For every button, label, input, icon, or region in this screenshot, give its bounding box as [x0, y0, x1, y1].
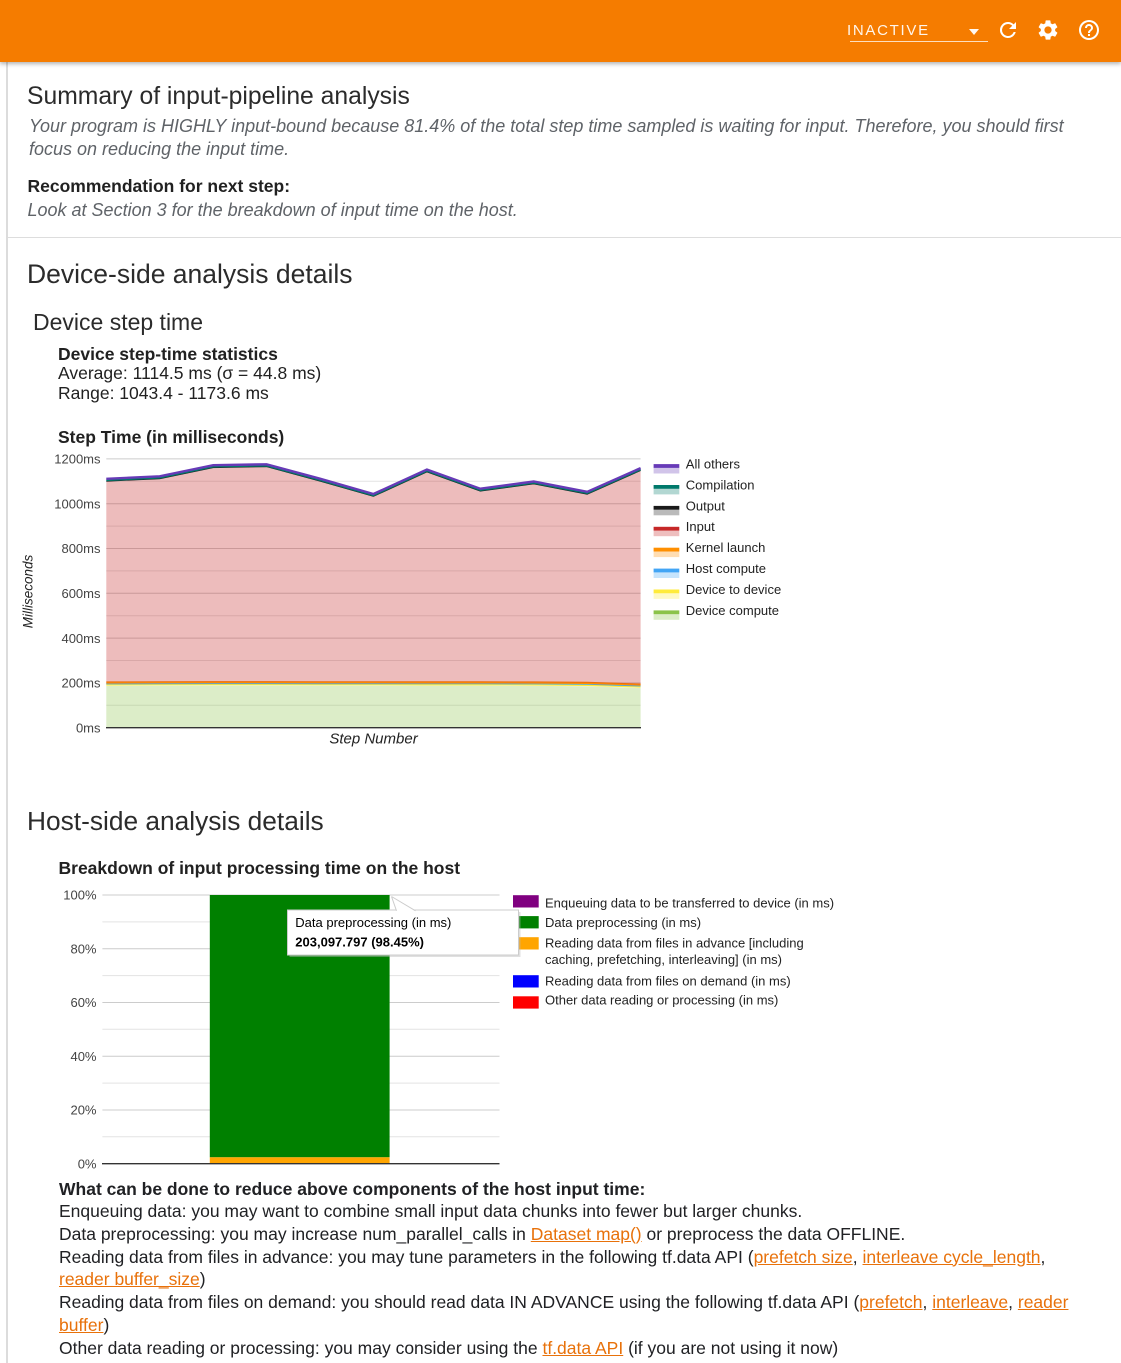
svg-text:60%: 60%: [70, 995, 96, 1010]
svg-text:Host compute: Host compute: [686, 561, 766, 576]
svg-text:200ms: 200ms: [61, 676, 101, 691]
svg-text:600ms: 600ms: [61, 586, 101, 601]
svg-text:Device to device: Device to device: [686, 582, 781, 597]
svg-text:Reading data from files in adv: Reading data from files in advance [incl…: [545, 936, 804, 951]
svg-text:80%: 80%: [70, 941, 96, 956]
svg-text:1200ms: 1200ms: [54, 452, 101, 467]
svg-text:Step Number: Step Number: [329, 731, 418, 748]
svg-text:caching, prefetching, interlea: caching, prefetching, interleaving] (in …: [545, 952, 782, 967]
svg-text:40%: 40%: [70, 1049, 96, 1064]
svg-text:Output: Output: [686, 498, 725, 513]
svg-text:Data preprocessing (in ms): Data preprocessing (in ms): [295, 915, 451, 930]
svg-text:Milliseconds: Milliseconds: [21, 554, 36, 628]
svg-text:400ms: 400ms: [61, 631, 101, 646]
svg-text:0ms: 0ms: [76, 720, 101, 735]
svg-text:0%: 0%: [78, 1156, 97, 1171]
svg-text:Kernel launch: Kernel launch: [686, 540, 766, 555]
svg-text:Reading data from files on dem: Reading data from files on demand (in ms…: [545, 973, 791, 988]
svg-text:100%: 100%: [63, 888, 97, 903]
svg-text:800ms: 800ms: [61, 541, 101, 556]
svg-text:All others: All others: [686, 457, 741, 472]
svg-text:1000ms: 1000ms: [54, 496, 101, 511]
svg-text:Input: Input: [686, 519, 715, 534]
svg-text:Device compute: Device compute: [686, 603, 779, 618]
svg-text:203,097.797 (98.45%): 203,097.797 (98.45%): [295, 935, 424, 950]
svg-text:Data preprocessing (in ms): Data preprocessing (in ms): [545, 915, 701, 930]
svg-text:20%: 20%: [70, 1103, 96, 1118]
svg-text:Compilation: Compilation: [686, 477, 755, 492]
svg-text:Enqueuing data to be transferr: Enqueuing data to be transferred to devi…: [545, 896, 834, 911]
svg-text:Other data reading or processi: Other data reading or processing (in ms): [545, 993, 778, 1008]
